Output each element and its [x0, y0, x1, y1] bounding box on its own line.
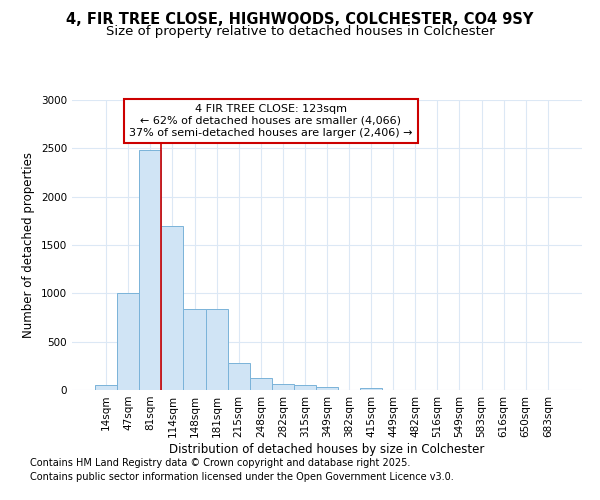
Y-axis label: Number of detached properties: Number of detached properties: [22, 152, 35, 338]
Bar: [206, 309, 227, 390]
Bar: [227, 364, 250, 390]
Bar: [161, 226, 184, 390]
Text: Contains HM Land Registry data © Crown copyright and database right 2025.: Contains HM Land Registry data © Crown c…: [30, 458, 410, 468]
Bar: [95, 385, 117, 390]
Text: 4 FIR TREE CLOSE: 123sqm
← 62% of detached houses are smaller (4,066)
37% of sem: 4 FIR TREE CLOSE: 123sqm ← 62% of detach…: [129, 104, 413, 138]
Bar: [316, 386, 338, 390]
Bar: [250, 378, 272, 390]
Bar: [139, 150, 161, 390]
X-axis label: Distribution of detached houses by size in Colchester: Distribution of detached houses by size …: [169, 442, 485, 456]
Bar: [184, 309, 206, 390]
Bar: [360, 388, 382, 390]
Bar: [117, 293, 139, 390]
Text: 4, FIR TREE CLOSE, HIGHWOODS, COLCHESTER, CO4 9SY: 4, FIR TREE CLOSE, HIGHWOODS, COLCHESTER…: [67, 12, 533, 28]
Text: Contains public sector information licensed under the Open Government Licence v3: Contains public sector information licen…: [30, 472, 454, 482]
Bar: [272, 384, 294, 390]
Text: Size of property relative to detached houses in Colchester: Size of property relative to detached ho…: [106, 25, 494, 38]
Bar: [294, 385, 316, 390]
